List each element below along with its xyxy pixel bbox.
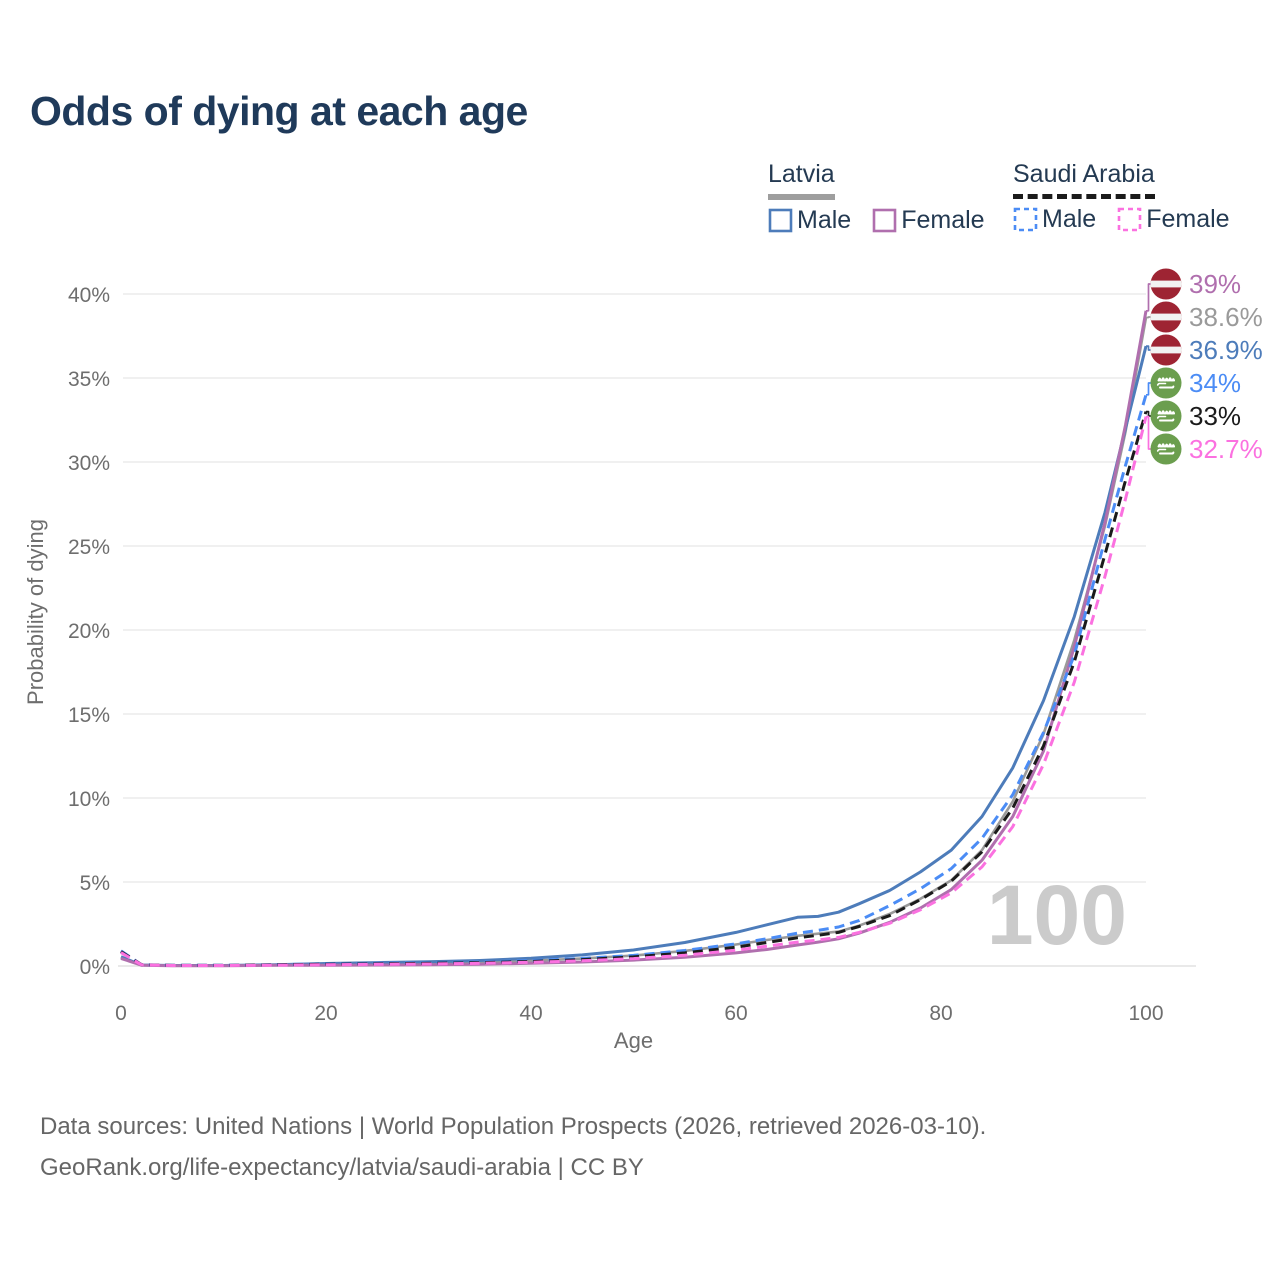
legend-item-latvia-male[interactable]: Male bbox=[768, 206, 851, 235]
footer: Data sources: United Nations | World Pop… bbox=[40, 1106, 986, 1188]
y-tick-label: 35% bbox=[68, 368, 110, 391]
legend-item-saudi-male[interactable]: Male bbox=[1013, 205, 1096, 234]
legend-item-latvia-female[interactable]: Female bbox=[872, 206, 985, 235]
x-axis-title: Age bbox=[614, 1028, 653, 1053]
legend: Latvia Male Female Saudi Arabia Male bbox=[0, 160, 1280, 240]
end-label-connector bbox=[1146, 410, 1151, 417]
x-tick-label: 60 bbox=[724, 1002, 747, 1025]
y-tick-label: 20% bbox=[68, 620, 110, 643]
saudi-male-swatch-icon bbox=[1013, 207, 1038, 232]
saudi-female-swatch-icon bbox=[1117, 207, 1142, 232]
y-tick-label: 15% bbox=[68, 704, 110, 727]
y-tick-label: 0% bbox=[80, 956, 110, 979]
y-tick-label: 40% bbox=[68, 284, 110, 307]
x-tick-label: 0 bbox=[115, 1002, 127, 1025]
series-line-saudi-arabia-total[interactable] bbox=[120, 411, 1148, 967]
y-axis-title: Probability of dying bbox=[23, 519, 48, 705]
legend-item-label: Female bbox=[901, 206, 985, 234]
footer-data-sources: Data sources: United Nations | World Pop… bbox=[40, 1113, 987, 1140]
legend-item-label: Female bbox=[1146, 205, 1230, 233]
end-label-connector bbox=[1146, 283, 1151, 312]
y-tick-label: 10% bbox=[68, 788, 110, 811]
hover-age-watermark: 100 bbox=[987, 868, 1127, 962]
legend-group-saudi-arabia: Saudi Arabia Male Female bbox=[1013, 160, 1251, 234]
footer-attribution: GeoRank.org/life-expectancy/latvia/saudi… bbox=[40, 1154, 644, 1181]
legend-country-saudi-arabia[interactable]: Saudi Arabia bbox=[1013, 160, 1155, 199]
legend-item-saudi-female[interactable]: Female bbox=[1117, 205, 1230, 234]
end-label-connector bbox=[1146, 345, 1151, 351]
legend-group-latvia: Latvia Male Female bbox=[768, 160, 1006, 235]
latvia-female-swatch-icon bbox=[872, 208, 897, 233]
end-label-connector bbox=[1146, 415, 1151, 450]
series-line-saudi-arabia-male[interactable] bbox=[120, 394, 1148, 967]
series-line-saudi-arabia-female[interactable] bbox=[120, 416, 1148, 967]
y-tick-label: 25% bbox=[68, 536, 110, 559]
x-tick-label: 20 bbox=[314, 1002, 337, 1025]
page-title: Odds of dying at each age bbox=[30, 88, 528, 134]
legend-item-label: Male bbox=[1042, 205, 1097, 233]
x-tick-label: 40 bbox=[519, 1002, 542, 1025]
x-tick-label: 100 bbox=[1128, 1002, 1163, 1025]
legend-item-label: Male bbox=[797, 206, 852, 234]
legend-country-latvia[interactable]: Latvia bbox=[768, 160, 835, 200]
y-tick-label: 30% bbox=[68, 452, 110, 475]
x-tick-label: 80 bbox=[929, 1002, 952, 1025]
latvia-male-swatch-icon bbox=[768, 208, 793, 233]
end-label-connector bbox=[1146, 382, 1151, 396]
y-tick-label: 5% bbox=[80, 872, 110, 895]
end-label-connector bbox=[1146, 316, 1151, 319]
